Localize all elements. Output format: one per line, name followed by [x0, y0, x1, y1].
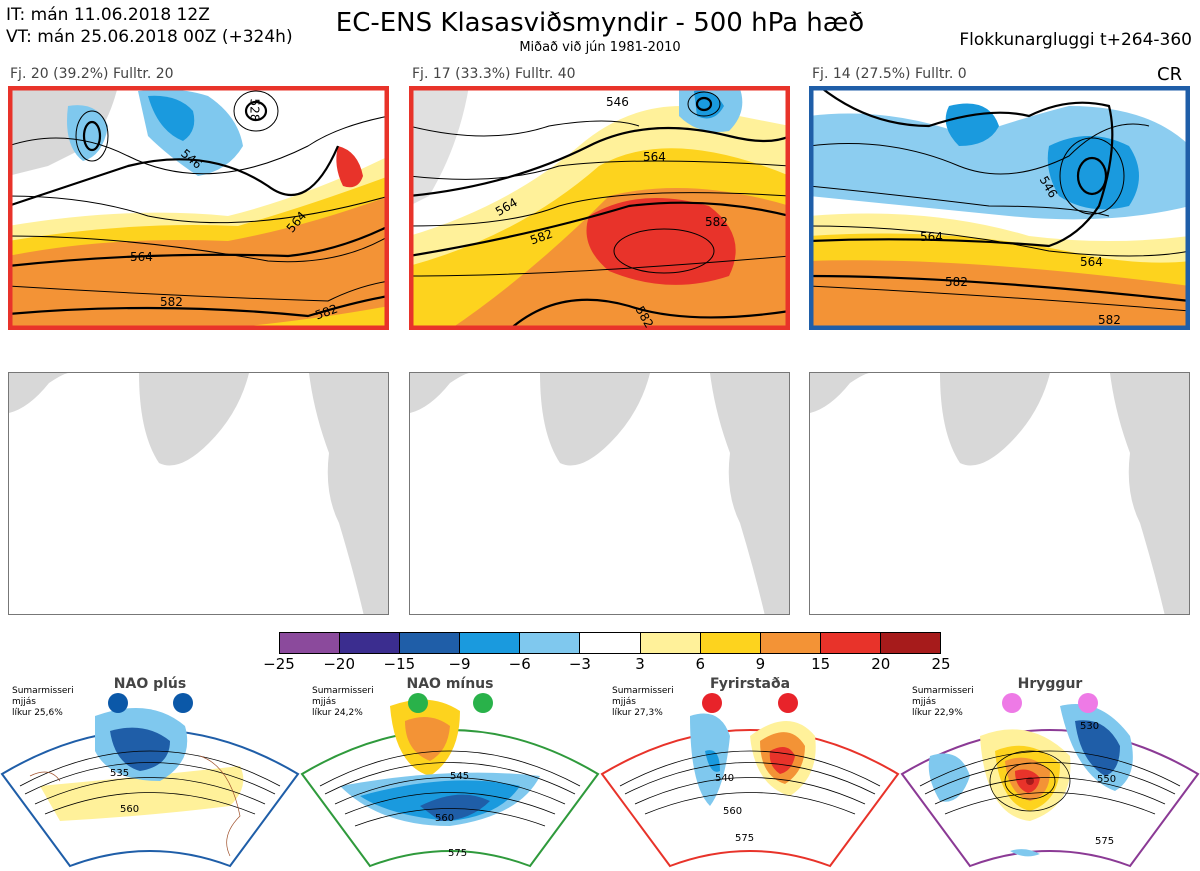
- valid-time: VT: mán 25.06.2018 00Z (+324h): [6, 27, 293, 47]
- colorbar-ticks: −25 −20 −15 −9 −6 −3 3 6 9 15 20 25: [0, 655, 1200, 675]
- c1-label-c: 564: [130, 250, 153, 264]
- blank-map-3: [809, 372, 1190, 615]
- c2-label-b: 564: [643, 150, 666, 164]
- blank-map-1: [8, 372, 389, 615]
- regime-1-contour-b: 560: [120, 804, 140, 815]
- blank-map-2: [409, 372, 790, 615]
- regime-4-contour-a: 530: [1080, 721, 1100, 732]
- cluster-3-map: [809, 86, 1190, 330]
- colorbar-swatch-3: [460, 633, 521, 653]
- cluster-2-map: [409, 86, 790, 330]
- page-subtitle: Miðað við jún 1981-2010: [519, 40, 681, 55]
- regime-3-prob: Sumarmisseri mjjás líkur 27,3%: [612, 686, 674, 718]
- colorbar-tick-10: 20: [871, 655, 891, 673]
- c3-label-c: 564: [1080, 255, 1103, 269]
- c1-label-b: 528: [247, 98, 262, 122]
- colorbar-tick-8: 9: [755, 655, 766, 673]
- colorbar-swatch-7: [700, 633, 761, 653]
- colorbar-tick-9: 15: [811, 655, 831, 673]
- regime-2-contour-a: 545: [450, 771, 470, 782]
- c3-label-d: 582: [945, 275, 968, 289]
- regime-2-contour-c: 575: [448, 848, 468, 859]
- colorbar-swatch-5: [580, 633, 641, 653]
- colorbar-tick-3: −9: [448, 655, 471, 673]
- regime-blocking: Fyrirstaða Sumarmisseri mjjás líkur 27,3% …: [600, 676, 900, 871]
- cluster-1-map: [8, 86, 389, 330]
- c3-label-b: 564: [920, 230, 943, 244]
- colorbar-swatch-1: [340, 633, 401, 653]
- regime-2-name: NAO mínus: [406, 676, 494, 692]
- regime-1-name: NAO plús: [113, 676, 187, 692]
- header-times: IT: mán 11.06.2018 12Z VT: mán 25.06.201…: [6, 4, 293, 48]
- colorbar-tick-7: 6: [695, 655, 706, 673]
- regime-4-contour-c: 575: [1095, 836, 1115, 847]
- c2-label-a: 546: [606, 95, 629, 109]
- regime-2-contour-b: 560: [435, 813, 455, 824]
- regime-3-contour-a: 540: [715, 773, 735, 784]
- colorbar-tick-0: −25: [263, 655, 295, 673]
- colorbar-tick-6: 3: [635, 655, 645, 673]
- colorbar-swatch-0: [280, 633, 341, 653]
- colorbar-swatch-8: [760, 633, 821, 653]
- colorbar-swatch-6: [640, 633, 701, 653]
- classification-window: Flokkunargluggi t+264-360: [959, 30, 1192, 50]
- colorbar-tick-11: 25: [931, 655, 951, 673]
- regime-4-contour-b: 550: [1097, 774, 1117, 785]
- regime-3-contour-c: 575: [735, 833, 755, 844]
- c2-label-e: 582: [705, 215, 728, 229]
- colorbar: [279, 632, 941, 654]
- regime-1-prob: Sumarmisseri mjjás líkur 25,6%: [12, 686, 74, 718]
- colorbar-swatch-10: [880, 633, 941, 653]
- colorbar-tick-5: −3: [568, 655, 591, 673]
- cluster-2-label: Fj. 17 (33.3%) Fulltr. 40: [412, 66, 576, 82]
- regime-1-contour-a: 535: [110, 768, 130, 779]
- regime-3-contour-b: 560: [723, 806, 743, 817]
- regime-4-prob: Sumarmisseri mjjás líkur 22,9%: [912, 686, 974, 718]
- regime-4-name: Hryggur: [1017, 676, 1083, 692]
- cr-label: CR: [1157, 64, 1183, 85]
- c3-label-e: 582: [1098, 313, 1121, 327]
- colorbar-swatch-9: [820, 633, 881, 653]
- regime-nao-plus: NAO plús Sumarmisseri mjjás líkur 25,6% 53…: [0, 676, 300, 871]
- regime-3-name: Fyrirstaða: [709, 676, 791, 692]
- cluster-3-label: Fj. 14 (27.5%) Fulltr. 0: [812, 66, 967, 82]
- colorbar-tick-4: −6: [508, 655, 531, 673]
- regime-2-prob: Sumarmisseri mjjás líkur 24,2%: [312, 686, 374, 718]
- colorbar-swatch-2: [400, 633, 461, 653]
- cluster-1-label: Fj. 20 (39.2%) Fulltr. 20: [10, 66, 174, 82]
- initial-time: IT: mán 11.06.2018 12Z: [6, 5, 210, 25]
- colorbar-tick-1: −20: [323, 655, 355, 673]
- regime-nao-minus: NAO mínus Sumarmisseri mjjás líkur 24,2% 5…: [300, 676, 600, 871]
- colorbar-swatch-4: [520, 633, 581, 653]
- page-title: EC-ENS Klasasviðsmyndir - 500 hPa hæð: [335, 8, 865, 38]
- c1-label-e: 582: [160, 295, 183, 309]
- colorbar-tick-2: −15: [383, 655, 416, 673]
- regime-ridge: Hryggur Sumarmisseri mjjás líkur 22,9% 530…: [900, 676, 1200, 871]
